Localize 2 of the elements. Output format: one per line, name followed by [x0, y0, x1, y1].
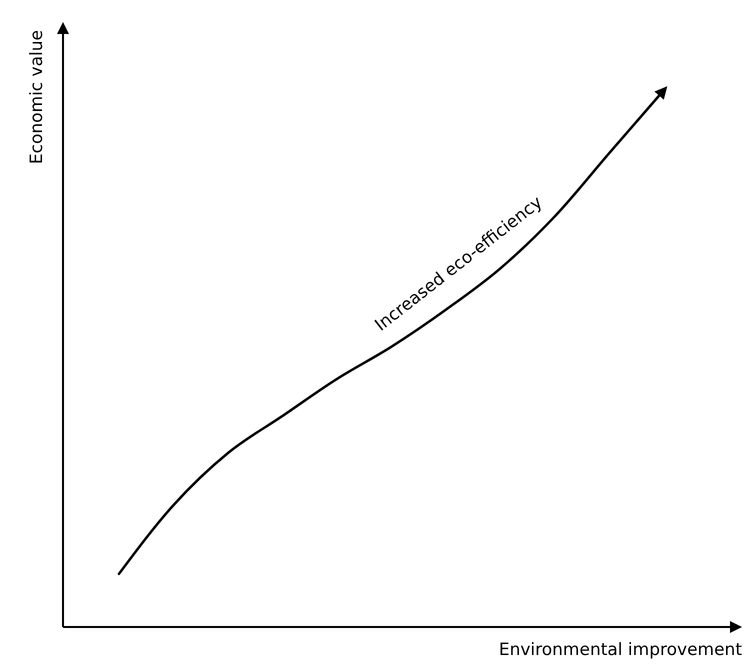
y-axis-title: Economic value	[27, 30, 47, 164]
x-axis-title: Environmental improvement	[498, 640, 742, 660]
